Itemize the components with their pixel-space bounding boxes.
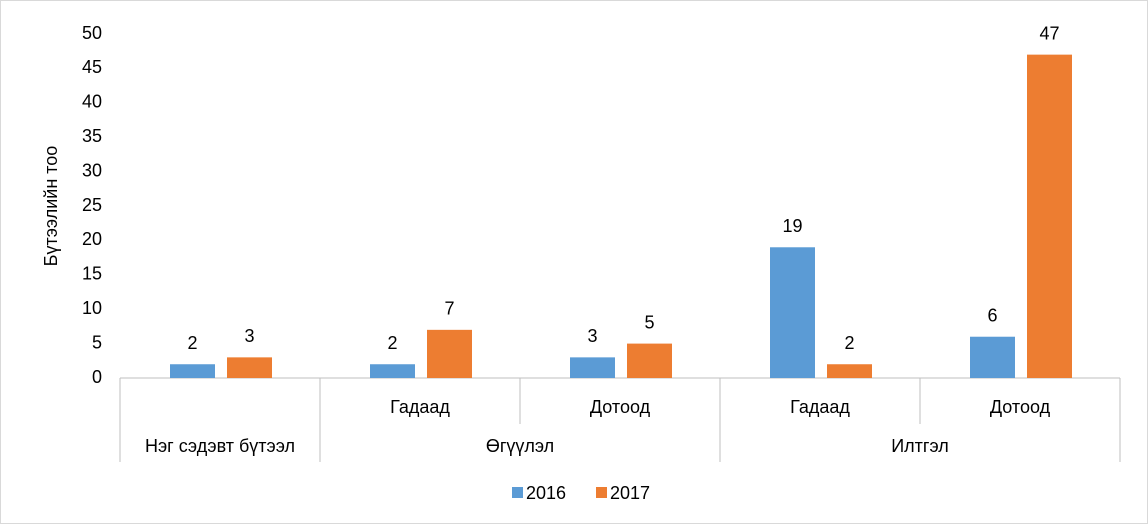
y-tick-label: 35 [82,126,102,146]
x-tick-label: Гадаад [790,397,850,417]
bar [627,343,672,378]
y-tick-label: 15 [82,264,102,284]
data-label: 3 [587,326,597,346]
data-label: 7 [444,299,454,319]
data-label: 2 [187,333,197,353]
bar [970,336,1015,378]
bar [570,357,615,378]
bar [227,357,272,378]
y-tick-label: 30 [82,160,102,180]
y-tick-label: 45 [82,57,102,77]
bar [770,247,815,378]
y-tick-label: 0 [92,367,102,387]
bar [427,329,472,378]
data-label: 5 [644,312,654,332]
x-tick-label: Дотоод [990,397,1051,417]
y-axis-label: Бүтээлийн тоо [41,146,61,267]
bar [370,364,415,378]
y-tick-label: 10 [82,298,102,318]
data-label: 6 [987,305,997,325]
bar [1027,54,1072,378]
group-label: Илтгэл [891,436,949,456]
data-label: 2 [844,333,854,353]
legend-swatch [596,487,607,498]
data-label: 19 [782,216,802,236]
x-tick-label: Дотоод [590,397,651,417]
data-label: 3 [244,326,254,346]
y-tick-label: 25 [82,195,102,215]
legend-label: 2017 [610,483,650,503]
bar [170,364,215,378]
y-tick-label: 5 [92,332,102,352]
y-tick-label: 50 [82,23,102,43]
legend-swatch [512,487,523,498]
data-label: 47 [1039,23,1059,43]
data-label: 2 [387,333,397,353]
group-label: Өгүүлэл [486,436,554,456]
bar [827,364,872,378]
y-tick-label: 20 [82,229,102,249]
x-tick-label: Гадаад [390,397,450,417]
legend-label: 2016 [526,483,566,503]
y-tick-label: 40 [82,92,102,112]
group-label: Нэг сэдэвт бүтээл [145,436,295,456]
